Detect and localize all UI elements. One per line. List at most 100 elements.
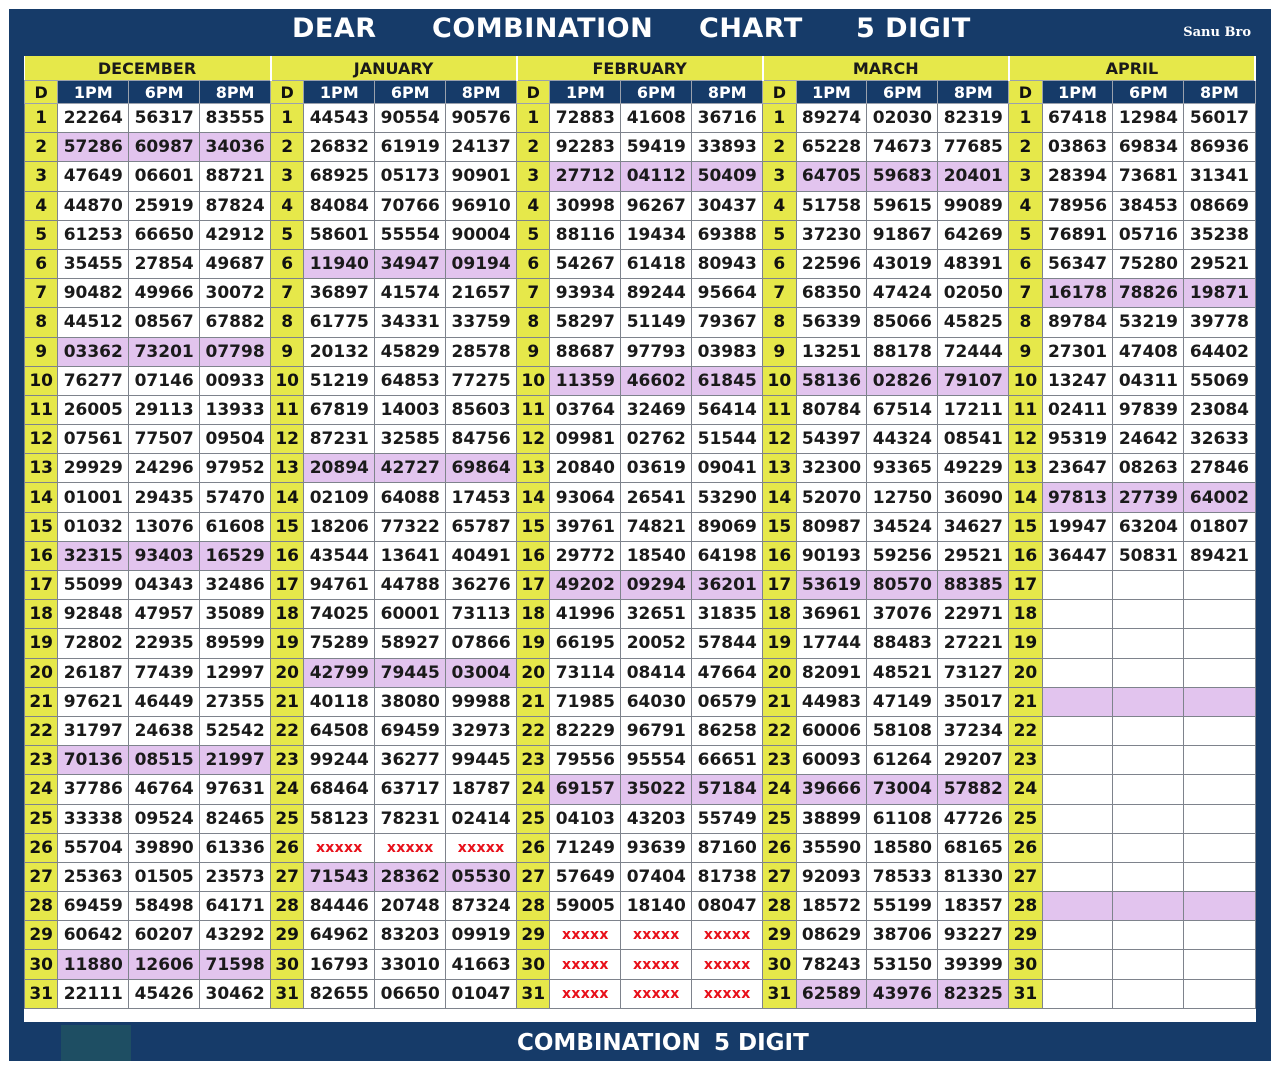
day-number-cell: 30 — [762, 949, 797, 980]
result-cell — [1041, 774, 1114, 805]
day-number-cell: 19 — [762, 628, 797, 659]
result-cell: 87231 — [303, 424, 376, 455]
day-number-cell: 24 — [516, 774, 551, 805]
result-cell: 64508 — [303, 715, 376, 747]
result-cell: 12750 — [866, 482, 939, 513]
result-cell: 39778 — [1183, 307, 1256, 338]
result-cell: 51758 — [795, 190, 868, 221]
day-number-cell: 26 — [516, 832, 551, 863]
result-cell: 71249 — [549, 832, 622, 863]
result-cell: 02826 — [866, 365, 939, 396]
day-number-cell: 31 — [23, 978, 59, 1009]
result-cell: 55199 — [866, 891, 939, 922]
day-number-cell: 14 — [270, 482, 305, 513]
title-word-5-digit: 5 DIGIT — [856, 13, 971, 44]
result-cell: 55704 — [57, 832, 130, 863]
result-cell: 03764 — [549, 394, 622, 426]
result-cell: 66651 — [691, 745, 764, 776]
result-cell: 35017 — [937, 686, 1010, 717]
result-cell: 37234 — [937, 715, 1010, 747]
result-cell: xxxxx — [445, 832, 518, 863]
result-cell: 90482 — [57, 278, 130, 309]
table-row: 9 03362 73201 07798 9 20132 45829 28578 9 88687 97… — [23, 336, 1256, 367]
result-cell: 90004 — [445, 219, 518, 250]
result-cell: 92848 — [57, 599, 130, 630]
table-row: 13 29929 24296 97952 13 20894 42727 69864 13 2084… — [23, 453, 1256, 484]
result-cell: 61608 — [199, 511, 272, 542]
day-number-cell: 7 — [23, 278, 59, 309]
result-cell: 07798 — [199, 336, 272, 367]
day-number-cell: 28 — [516, 891, 551, 922]
day-number-cell: 29 — [1008, 920, 1043, 951]
result-cell — [1112, 628, 1185, 659]
result-cell: 47424 — [866, 278, 939, 309]
result-cell — [1183, 861, 1256, 893]
result-cell: 23573 — [199, 861, 272, 893]
table-row: 15 01032 13076 61608 15 18206 77322 65787 15 3976… — [23, 511, 1256, 542]
result-cell: 93064 — [549, 482, 622, 513]
result-cell: 60207 — [128, 920, 201, 951]
result-cell: 00933 — [199, 365, 272, 396]
result-cell: 69834 — [1112, 132, 1185, 163]
day-number-cell: 20 — [1008, 657, 1043, 688]
result-cell: 68165 — [937, 832, 1010, 863]
day-number-cell: 28 — [270, 891, 305, 922]
result-cell: 71543 — [303, 861, 376, 893]
result-cell: 47649 — [57, 161, 130, 192]
result-cell: 28394 — [1041, 161, 1114, 192]
result-cell: 25363 — [57, 861, 130, 893]
result-cell: 85603 — [445, 394, 518, 426]
result-cell: 22935 — [128, 628, 201, 659]
slot-header-8pm: 8PM — [1183, 80, 1256, 104]
result-cell: 60093 — [795, 745, 868, 776]
result-cell: 16529 — [199, 540, 272, 572]
result-cell — [1112, 949, 1185, 980]
day-number-cell: 6 — [270, 248, 305, 280]
result-cell: 96910 — [445, 190, 518, 221]
result-cell: 99445 — [445, 745, 518, 776]
result-cell: 20401 — [937, 161, 1010, 192]
result-cell — [1041, 715, 1114, 747]
result-cell: 49229 — [937, 453, 1010, 484]
result-cell: 23647 — [1041, 453, 1114, 484]
result-cell: 09981 — [549, 424, 622, 455]
month-title-april: APRIL — [1008, 56, 1257, 81]
result-cell: 67418 — [1041, 102, 1114, 134]
result-cell: 13933 — [199, 394, 272, 426]
table-row: 12 07561 77507 09504 12 87231 32585 84756 12 0998… — [23, 424, 1256, 455]
result-cell: 18580 — [866, 832, 939, 863]
results-board: DECEMBER JANUARY FEBRUARY MARCH APRIL D 1PM 6P… — [23, 56, 1257, 1022]
result-cell: 89069 — [691, 511, 764, 542]
day-number-cell: 2 — [516, 132, 551, 163]
day-number-cell: 8 — [23, 307, 59, 338]
result-cell: 36897 — [303, 278, 376, 309]
table-row: 6 35455 27854 49687 6 11940 34947 09194 6 54267 61… — [23, 248, 1256, 280]
result-cell: 20052 — [620, 628, 693, 659]
result-cell: 78231 — [374, 803, 447, 834]
result-cell — [1041, 628, 1114, 659]
result-cell: 82229 — [549, 715, 622, 747]
result-cell: 20748 — [374, 891, 447, 922]
result-cell: 13076 — [128, 511, 201, 542]
result-cell: 46602 — [620, 365, 693, 396]
result-cell: 40491 — [445, 540, 518, 572]
result-cell: 64002 — [1183, 482, 1256, 513]
result-cell: 09504 — [199, 424, 272, 455]
day-number-cell: 12 — [23, 424, 59, 455]
day-number-cell: 18 — [270, 599, 305, 630]
result-cell: 86936 — [1183, 132, 1256, 163]
day-number-cell: 9 — [23, 336, 59, 367]
result-cell: 39666 — [795, 774, 868, 805]
result-cell: 29435 — [128, 482, 201, 513]
result-cell: 61775 — [303, 307, 376, 338]
result-cell: 64962 — [303, 920, 376, 951]
result-cell: 55069 — [1183, 365, 1256, 396]
result-cell: 76277 — [57, 365, 130, 396]
day-number-cell: 11 — [270, 394, 305, 426]
result-cell: 11880 — [57, 949, 130, 980]
result-cell — [1183, 657, 1256, 688]
result-cell: 27854 — [128, 248, 201, 280]
day-number-cell: 3 — [23, 161, 59, 192]
day-number-cell: 26 — [1008, 832, 1043, 863]
result-cell — [1183, 949, 1256, 980]
